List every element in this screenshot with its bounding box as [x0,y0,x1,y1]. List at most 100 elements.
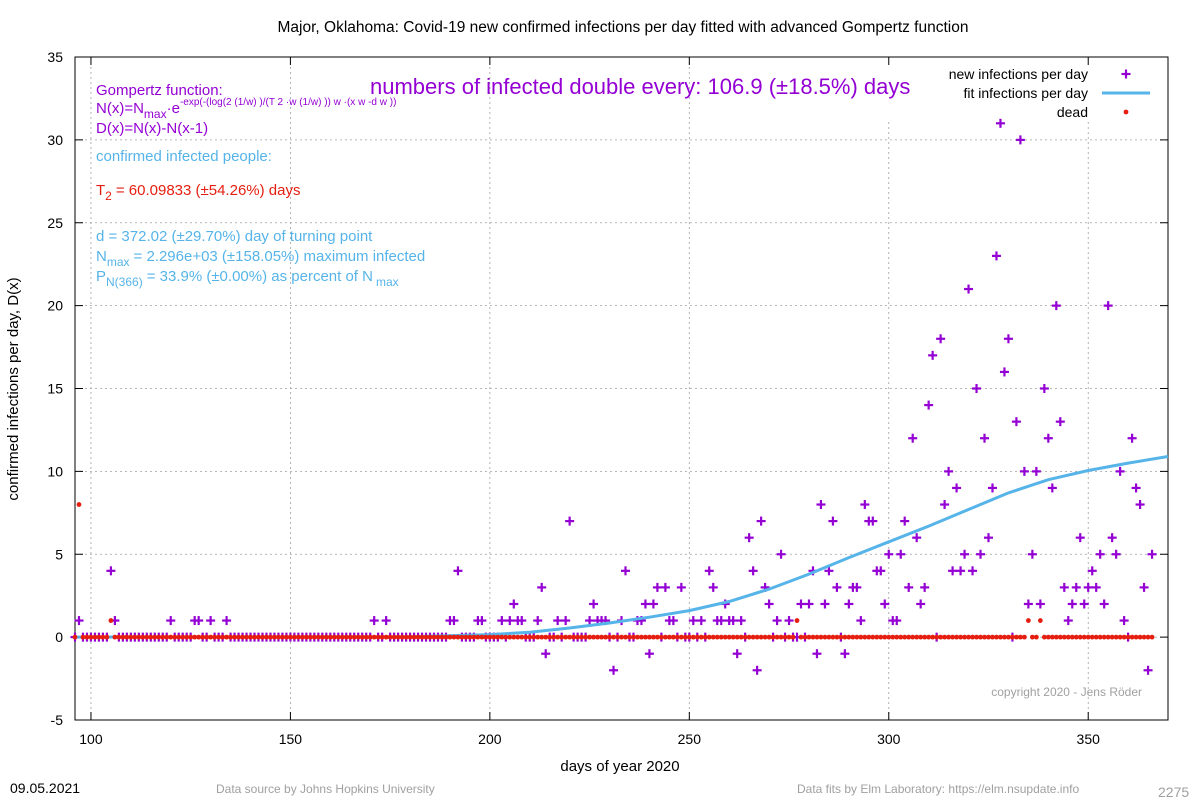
infection-point [856,616,866,626]
dead-point [244,634,249,640]
infection-point [505,616,515,626]
dead-point [407,634,413,640]
dead-point [1069,634,1075,640]
x-tick-label: 200 [478,731,502,747]
infection-point [449,616,459,626]
dead-point [415,634,421,640]
infection-point [756,516,766,526]
dead-point [455,634,461,640]
infection-point [852,582,862,592]
dead-point [543,634,549,640]
dead-point [834,634,840,640]
dead-point [1145,634,1151,640]
x-tick-label: 100 [79,731,103,747]
infection-point [983,533,993,543]
dead-point [1014,634,1019,640]
infection-point [748,566,758,576]
x-tick-label: 250 [678,731,702,747]
dead-point [140,634,146,640]
infection-point [206,616,216,626]
dead-point [1018,634,1023,640]
dead-point [303,634,309,640]
infection-point [784,616,794,626]
dead-point [1117,634,1123,640]
dead-point [499,634,505,640]
dead-point [806,634,812,640]
dead-point [686,634,692,640]
dead-point [794,618,800,623]
dead-point [347,634,353,640]
dead-point [284,634,289,640]
dead-point [882,634,888,640]
dead-point [531,634,537,640]
infection-point [1119,616,1129,626]
dead-point [88,634,94,640]
plot-area [70,118,1169,675]
dead-point [1077,634,1083,640]
dead-point [339,634,345,640]
infection-point [541,649,551,659]
dead-point [1045,634,1051,640]
dead-point [184,634,190,640]
dead-point [180,634,186,640]
dead-point [838,634,844,640]
dead-point [128,634,134,640]
dead-point [814,634,820,640]
infection-point [964,284,974,294]
dead-point [112,634,118,640]
dead-point [627,634,632,640]
dead-point [655,634,660,640]
infection-point [936,334,946,344]
dead-point [666,634,672,640]
dead-point [511,634,517,640]
infection-point [991,251,1001,261]
dead-point [76,502,82,507]
infection-point [708,582,718,592]
dead-point [236,634,241,640]
dead-point [487,634,493,640]
dead-point [435,634,441,640]
dead-point [910,634,916,640]
dead-point [383,634,389,640]
dead-point [200,634,206,640]
infection-point [824,566,834,576]
dead-point [1109,634,1115,640]
dead-point [982,634,987,640]
infection-point [900,516,910,526]
dead-point [938,634,944,640]
legend-infection-marker [1121,69,1131,79]
dead-point [467,634,473,640]
infection-point [497,616,507,626]
dead-point [212,634,218,640]
dead-point [228,634,233,640]
dead-point [1057,634,1063,640]
infection-point [1087,566,1097,576]
infection-point [1127,433,1137,443]
infection-point [609,665,619,675]
dead-point [559,634,565,640]
dead-point [463,634,469,640]
infection-point [920,582,930,592]
dead-point [343,634,349,640]
infection-point [1019,466,1029,476]
legend-label: new infections per day [949,66,1088,82]
dead-point [1125,634,1131,640]
dead-point [802,634,808,640]
infection-point [585,616,595,626]
dead-point [327,634,333,640]
infection-point [1099,599,1109,609]
dead-point [519,634,525,640]
dead-point [962,634,967,640]
infection-point [716,616,726,626]
infection-point [995,118,1005,128]
footer-number: 2275 [1158,784,1190,800]
infection-point [1139,582,1149,592]
dead-point [591,634,596,640]
footer-data-source: Data source by Johns Hopkins University [216,782,435,796]
dead-point [311,634,317,640]
dead-point [1121,634,1127,640]
infection-point [1011,417,1021,427]
dead-point [974,634,979,640]
infection-point [1067,599,1077,609]
